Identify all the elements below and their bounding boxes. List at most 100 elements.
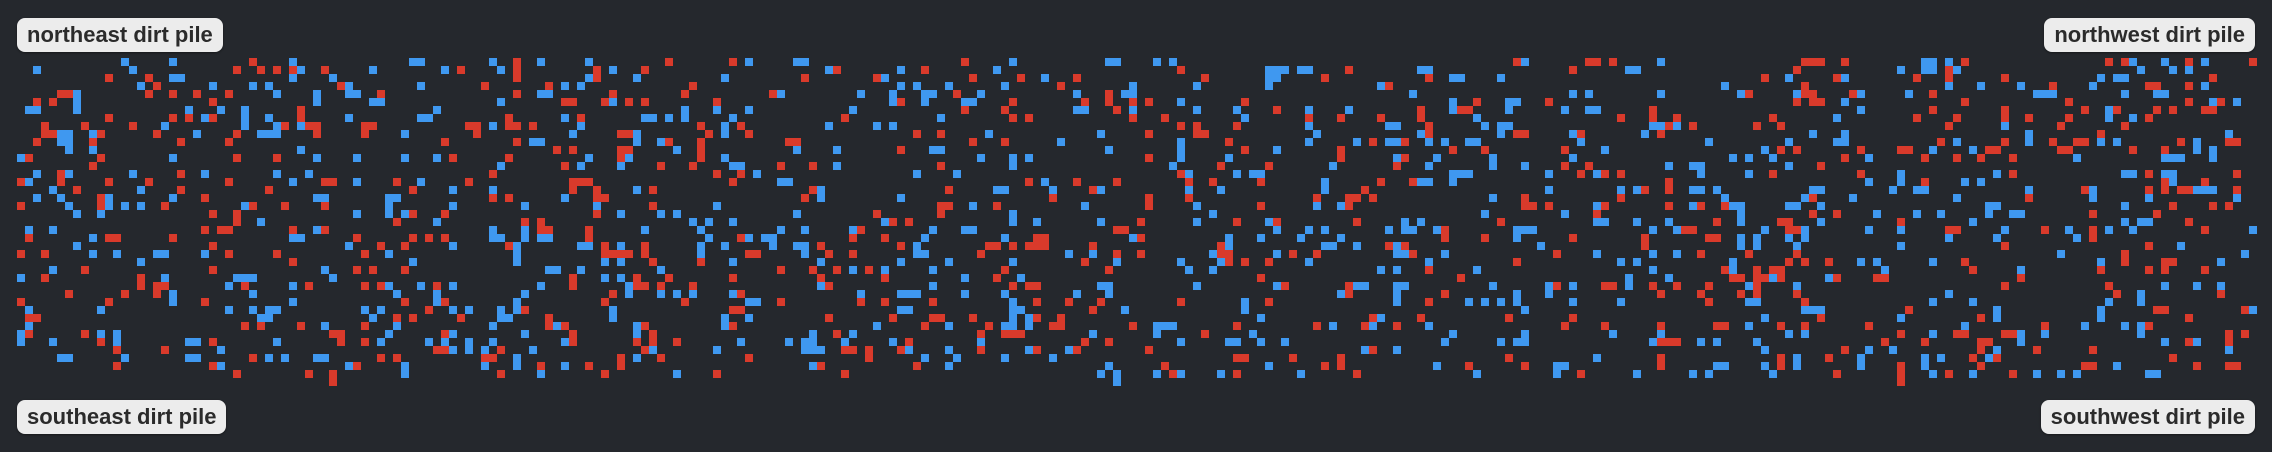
blue-particle bbox=[2145, 218, 2153, 226]
blue-particle bbox=[2121, 202, 2129, 210]
red-particle bbox=[2041, 226, 2049, 234]
red-particle bbox=[1209, 178, 1217, 186]
red-particle bbox=[2185, 314, 2193, 322]
blue-particle bbox=[1433, 362, 1441, 370]
blue-particle bbox=[449, 306, 457, 314]
blue-particle bbox=[1161, 322, 1169, 330]
red-particle bbox=[1801, 298, 1809, 306]
blue-particle bbox=[2201, 58, 2209, 66]
red-particle bbox=[1777, 146, 1785, 154]
blue-particle bbox=[297, 122, 305, 130]
red-particle bbox=[1337, 354, 1345, 370]
blue-particle bbox=[2121, 218, 2129, 226]
blue-particle bbox=[1009, 322, 1017, 330]
blue-particle bbox=[609, 314, 617, 322]
red-particle bbox=[1641, 186, 1649, 194]
blue-particle bbox=[49, 186, 57, 194]
blue-particle bbox=[1025, 154, 1033, 162]
blue-particle bbox=[1841, 74, 1849, 82]
blue-particle bbox=[489, 338, 497, 346]
red-particle bbox=[1241, 98, 1249, 106]
blue-particle bbox=[2017, 330, 2025, 346]
blue-particle bbox=[537, 138, 545, 146]
red-particle bbox=[561, 162, 569, 170]
blue-particle bbox=[729, 258, 737, 266]
red-particle bbox=[1897, 362, 1905, 370]
red-particle bbox=[609, 250, 617, 258]
red-particle bbox=[369, 266, 377, 274]
blue-particle bbox=[1305, 226, 1313, 234]
red-particle bbox=[1409, 250, 1417, 258]
blue-particle bbox=[977, 154, 985, 162]
red-particle bbox=[1721, 322, 1729, 330]
red-particle bbox=[73, 186, 81, 194]
blue-particle bbox=[2089, 82, 2097, 90]
red-particle bbox=[2169, 202, 2177, 210]
blue-particle bbox=[417, 114, 433, 122]
blue-particle bbox=[1649, 266, 1657, 274]
red-particle bbox=[457, 66, 465, 74]
red-particle bbox=[1001, 138, 1009, 146]
red-particle bbox=[505, 154, 513, 162]
red-particle bbox=[1801, 82, 1809, 90]
blue-particle bbox=[777, 226, 785, 234]
blue-particle bbox=[2081, 322, 2089, 330]
red-particle bbox=[401, 266, 409, 274]
blue-particle bbox=[265, 82, 273, 90]
red-particle bbox=[153, 290, 161, 298]
red-particle bbox=[225, 250, 233, 258]
blue-particle bbox=[2137, 290, 2145, 306]
blue-particle bbox=[1745, 322, 1753, 330]
blue-particle bbox=[921, 250, 929, 258]
blue-particle bbox=[585, 154, 593, 162]
blue-particle bbox=[569, 130, 577, 138]
blue-particle bbox=[193, 130, 201, 138]
blue-particle bbox=[1793, 202, 1801, 210]
blue-particle bbox=[2161, 338, 2169, 346]
blue-particle bbox=[297, 66, 305, 74]
blue-particle bbox=[169, 154, 177, 162]
blue-particle bbox=[2121, 90, 2129, 98]
blue-particle bbox=[889, 98, 897, 106]
red-particle bbox=[409, 314, 417, 322]
red-particle bbox=[857, 298, 865, 306]
blue-particle bbox=[2137, 66, 2145, 74]
blue-particle bbox=[1081, 106, 1089, 114]
blue-particle bbox=[1929, 66, 1937, 74]
blue-particle bbox=[1889, 186, 1897, 194]
blue-particle bbox=[289, 298, 297, 306]
blue-particle bbox=[1601, 146, 1609, 154]
blue-particle bbox=[2001, 122, 2009, 130]
red-particle bbox=[569, 98, 577, 106]
red-particle bbox=[2105, 58, 2113, 66]
red-particle bbox=[361, 322, 369, 330]
red-particle bbox=[1753, 290, 1761, 298]
blue-particle bbox=[417, 82, 425, 90]
red-particle bbox=[1065, 298, 1073, 306]
blue-particle bbox=[1689, 186, 1697, 194]
blue-particle bbox=[1833, 114, 1841, 122]
red-particle bbox=[1417, 314, 1425, 322]
blue-particle bbox=[617, 210, 625, 218]
blue-particle bbox=[929, 266, 937, 274]
red-particle bbox=[545, 322, 553, 330]
red-particle bbox=[409, 234, 417, 242]
red-particle bbox=[33, 98, 41, 106]
blue-particle bbox=[1977, 82, 1985, 90]
blue-particle bbox=[449, 282, 457, 290]
blue-particle bbox=[2233, 98, 2241, 106]
blue-particle bbox=[1993, 170, 2001, 178]
blue-particle bbox=[1489, 162, 1497, 170]
blue-particle bbox=[1249, 330, 1257, 338]
blue-particle bbox=[1857, 362, 1865, 370]
red-particle bbox=[505, 122, 513, 130]
red-particle bbox=[641, 322, 649, 330]
blue-particle bbox=[1953, 138, 1961, 146]
red-particle bbox=[1801, 322, 1809, 330]
blue-particle bbox=[897, 290, 905, 298]
blue-particle bbox=[345, 82, 353, 98]
blue-particle bbox=[2249, 226, 2257, 234]
blue-particle bbox=[1329, 242, 1337, 250]
blue-particle bbox=[585, 242, 593, 250]
blue-particle bbox=[1649, 122, 1657, 130]
